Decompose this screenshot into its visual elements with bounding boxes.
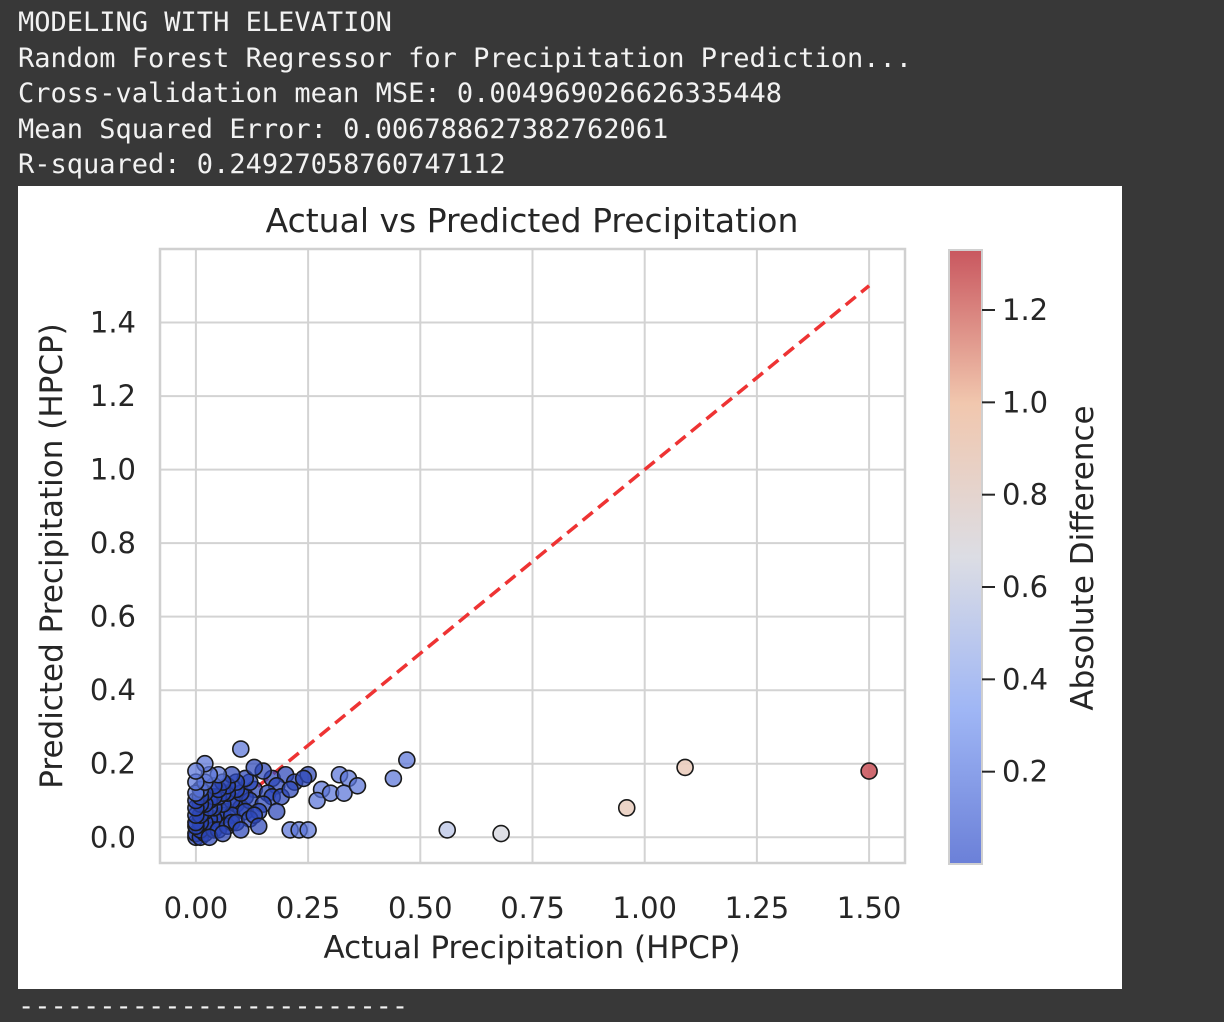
data-point <box>267 802 286 821</box>
data-point <box>492 824 510 843</box>
y-tick-label: 1.2 <box>90 379 136 413</box>
data-point <box>231 821 250 839</box>
x-tick-label: 0.50 <box>388 891 453 925</box>
data-point <box>187 762 205 780</box>
data-point <box>299 821 317 839</box>
data-point <box>860 762 878 780</box>
x-axis-label: Actual Precipitation (HPCP) <box>323 930 740 966</box>
colorbar-tick-label: 0.2 <box>1002 755 1048 789</box>
chart-title: Actual vs Predicted Precipitation <box>266 201 799 240</box>
x-tick-label: 1.00 <box>612 891 677 925</box>
data-point <box>245 758 264 777</box>
data-point <box>384 769 403 788</box>
output-heading: MODELING WITH ELEVATION <box>18 7 392 38</box>
y-tick-label: 1.0 <box>90 453 136 487</box>
colorbar-tick-label: 1.0 <box>1002 385 1048 419</box>
chart-figure: Actual vs Predicted Precipitation 0.00 0.… <box>18 186 1122 989</box>
data-point <box>617 799 636 817</box>
y-tick-label: 0.0 <box>90 820 136 854</box>
data-point <box>231 740 250 758</box>
data-point <box>398 751 416 769</box>
colorbar-label: Absolute Difference <box>1065 405 1101 710</box>
scatter-chart: Actual vs Predicted Precipitation 0.00 0.… <box>34 201 1101 966</box>
x-tick-label: 1.50 <box>837 891 902 925</box>
y-tick-label: 0.4 <box>90 673 136 707</box>
grid <box>160 249 905 863</box>
output-mse: Mean Squared Error: 0.006788627382762061 <box>18 114 669 145</box>
data-point <box>335 784 353 802</box>
data-points <box>187 740 878 847</box>
output-r-squared: R-squared: 0.24927058760747112 <box>18 149 506 180</box>
data-point <box>348 776 367 795</box>
colorbar-tick-label: 1.2 <box>1002 293 1048 327</box>
x-tick-labels: 0.00 0.25 0.50 0.75 1.00 1.25 1.50 <box>164 891 902 925</box>
colorbar-tick-label: 0.6 <box>1002 570 1048 604</box>
data-point <box>308 791 326 810</box>
data-point <box>249 817 268 836</box>
x-tick-label: 0.25 <box>276 891 341 925</box>
plot-frame <box>158 247 907 865</box>
colorbar-tick-label: 0.8 <box>1002 478 1048 512</box>
data-point <box>281 780 299 799</box>
x-tick-label: 1.25 <box>725 891 790 925</box>
y-tick-label: 0.2 <box>90 747 136 781</box>
identity-reference-line <box>194 284 871 839</box>
data-point <box>676 758 694 777</box>
output-model-line: Random Forest Regressor for Precipitatio… <box>18 43 913 74</box>
data-point <box>294 769 313 788</box>
colorbar-ticks: 0.2 0.4 0.6 0.8 1.0 1.2 <box>982 293 1048 789</box>
colorbar-tick-label: 0.4 <box>1002 662 1048 696</box>
y-tick-label: 1.4 <box>90 306 136 340</box>
y-tick-label: 0.6 <box>90 600 136 634</box>
y-tick-label: 0.8 <box>90 526 136 560</box>
x-tick-label: 0.75 <box>500 891 565 925</box>
y-tick-labels: 0.0 0.2 0.4 0.6 0.8 1.0 1.2 1.4 <box>90 306 136 855</box>
output-separator: ------------------------ <box>18 991 409 1022</box>
output-cv-mse: Cross-validation mean MSE: 0.00496902662… <box>18 78 783 109</box>
y-axis-label: Predicted Precipitation (HPCP) <box>34 323 70 789</box>
data-point <box>214 824 232 843</box>
colorbar <box>948 249 983 865</box>
x-tick-label: 0.00 <box>164 891 229 925</box>
data-point <box>438 821 457 839</box>
